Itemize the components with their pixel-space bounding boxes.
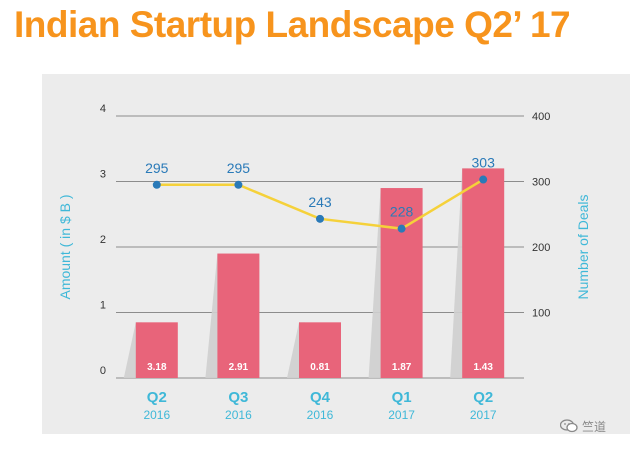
deals-point [479,175,488,184]
bar [217,253,260,378]
y-axis-label: Amount ( in $ B ) [57,194,73,299]
y2-tick-label: 400 [532,111,550,123]
bar-value-label: 1.87 [392,362,412,373]
bar [299,322,341,378]
page-title: Indian Startup Landscape Q2’ 17 [14,4,571,45]
deals-value-label: 295 [227,160,251,176]
category-quarter-label: Q2 [147,389,167,406]
y-tick-label: 2 [100,234,106,246]
category-year-label: 2016 [225,408,252,422]
category-year-label: 2017 [470,408,497,422]
category-quarter-label: Q1 [392,389,412,406]
chart-panel: 0 1 2 3 4 100 200 300 400 Amount ( in $ B ) Number… [42,74,630,434]
deals-point [316,214,324,223]
y2-tick-label: 200 [532,242,550,254]
deals-value-label: 243 [308,194,332,210]
y-tick-label: 4 [100,103,106,115]
bar [135,322,178,378]
deals-point [397,224,406,233]
y-tick-label: 0 [100,365,106,377]
y2-tick-label: 300 [532,177,550,189]
deals-line [152,175,488,233]
y2-tick-label: 100 [532,308,550,320]
category-quarter-label: Q2 [473,389,493,406]
category-year-label: 2016 [307,408,334,422]
combo-chart: 0 1 2 3 4 100 200 300 400 Amount ( in $ B ) Number… [57,103,591,422]
bar-value-label: 3.18 [147,362,167,373]
deals-value-label: 228 [390,204,414,220]
bar-value-label: 0.81 [310,362,330,373]
deals-value-label: 295 [145,160,169,176]
watermark-text: 竺道 [582,419,607,434]
wechat-icon [559,419,578,433]
bar [462,168,505,378]
y2-axis-label: Number of Deals [575,194,591,299]
y-tick-label: 1 [100,300,106,312]
category-year-label: 2017 [388,408,415,422]
deals-point [234,180,243,189]
category-quarter-label: Q4 [310,389,331,406]
deals-value-label: 303 [472,155,496,171]
bar-value-label: 2.91 [229,362,249,373]
y-tick-label: 3 [100,169,106,181]
deals-point [152,180,161,189]
bar-value-label: 1.43 [473,362,493,373]
category-quarter-label: Q3 [228,389,248,406]
labels: 0 1 2 3 4 100 200 300 400 Amount ( in $ B ) Number… [57,103,591,422]
category-year-label: 2016 [143,408,170,422]
watermark: 竺道 [559,414,634,438]
